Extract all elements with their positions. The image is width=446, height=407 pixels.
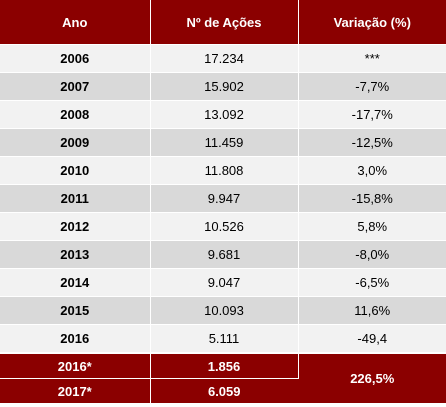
cell-shares: 5.111 [150,324,299,354]
table-row: 2012 10.526 5,8% [0,212,446,241]
footer-row: 2016* 1.856 226,5% [0,352,446,404]
cell-variation: -6,5% [298,268,446,297]
table-row: 2013 9.681 -8,0% [0,240,446,269]
table-footer: 2016* 1.856 226,5% 2017* 6.059 [0,352,446,404]
cell-shares: 15.902 [150,72,299,101]
table-row: 2007 15.902 -7,7% [0,72,446,101]
cell-variation: 11,6% [298,296,446,325]
cell-shares: 10.093 [150,296,299,325]
footer-shares: 1.856 [150,352,299,379]
cell-year: 2011 [0,184,151,213]
header-shares: Nº de Ações [150,0,299,45]
cell-shares: 10.526 [150,212,299,241]
footer-year: 2016* [0,352,151,379]
footer-year: 2017* [0,378,151,404]
cell-shares: 17.234 [150,44,299,73]
cell-variation: -7,7% [298,72,446,101]
cell-shares: 13.092 [150,100,299,129]
cell-variation: -15,8% [298,184,446,213]
cell-year: 2014 [0,268,151,297]
table-row: 2016 5.111 -49,4 [0,324,446,354]
cell-variation: 3,0% [298,156,446,185]
footer-row: 2017* 6.059 [0,378,446,404]
table-header-row: Ano Nº de Ações Variação (%) [0,0,446,45]
table-row: 2011 9.947 -15,8% [0,184,446,213]
cell-variation: -12,5% [298,128,446,157]
footer-variation: 226,5% [298,352,446,404]
cell-year: 2006 [0,44,151,73]
header-variation: Variação (%) [298,0,446,45]
table-row: 2006 17.234 *** [0,44,446,73]
cell-variation: -8,0% [298,240,446,269]
table-row: 2008 13.092 -17,7% [0,100,446,129]
cell-variation: -17,7% [298,100,446,129]
cell-year: 2016 [0,324,151,354]
table-row: 2014 9.047 -6,5% [0,268,446,297]
header-year: Ano [0,0,151,45]
cell-year: 2015 [0,296,151,325]
cell-shares: 9.681 [150,240,299,269]
cell-variation: -49,4 [298,324,446,354]
cell-variation: *** [298,44,446,73]
cell-year: 2009 [0,128,151,157]
table-row: 2015 10.093 11,6% [0,296,446,325]
table-body: 2006 17.234 *** 2007 15.902 -7,7% 2008 1… [0,44,446,354]
cell-year: 2012 [0,212,151,241]
cell-year: 2010 [0,156,151,185]
cell-shares: 9.947 [150,184,299,213]
cell-year: 2007 [0,72,151,101]
cell-year: 2008 [0,100,151,129]
table-row: 2009 11.459 -12,5% [0,128,446,157]
cell-year: 2013 [0,240,151,269]
cell-shares: 11.808 [150,156,299,185]
cell-shares: 9.047 [150,268,299,297]
cell-variation: 5,8% [298,212,446,241]
cell-shares: 11.459 [150,128,299,157]
table-row: 2010 11.808 3,0% [0,156,446,185]
footer-shares: 6.059 [150,378,298,404]
